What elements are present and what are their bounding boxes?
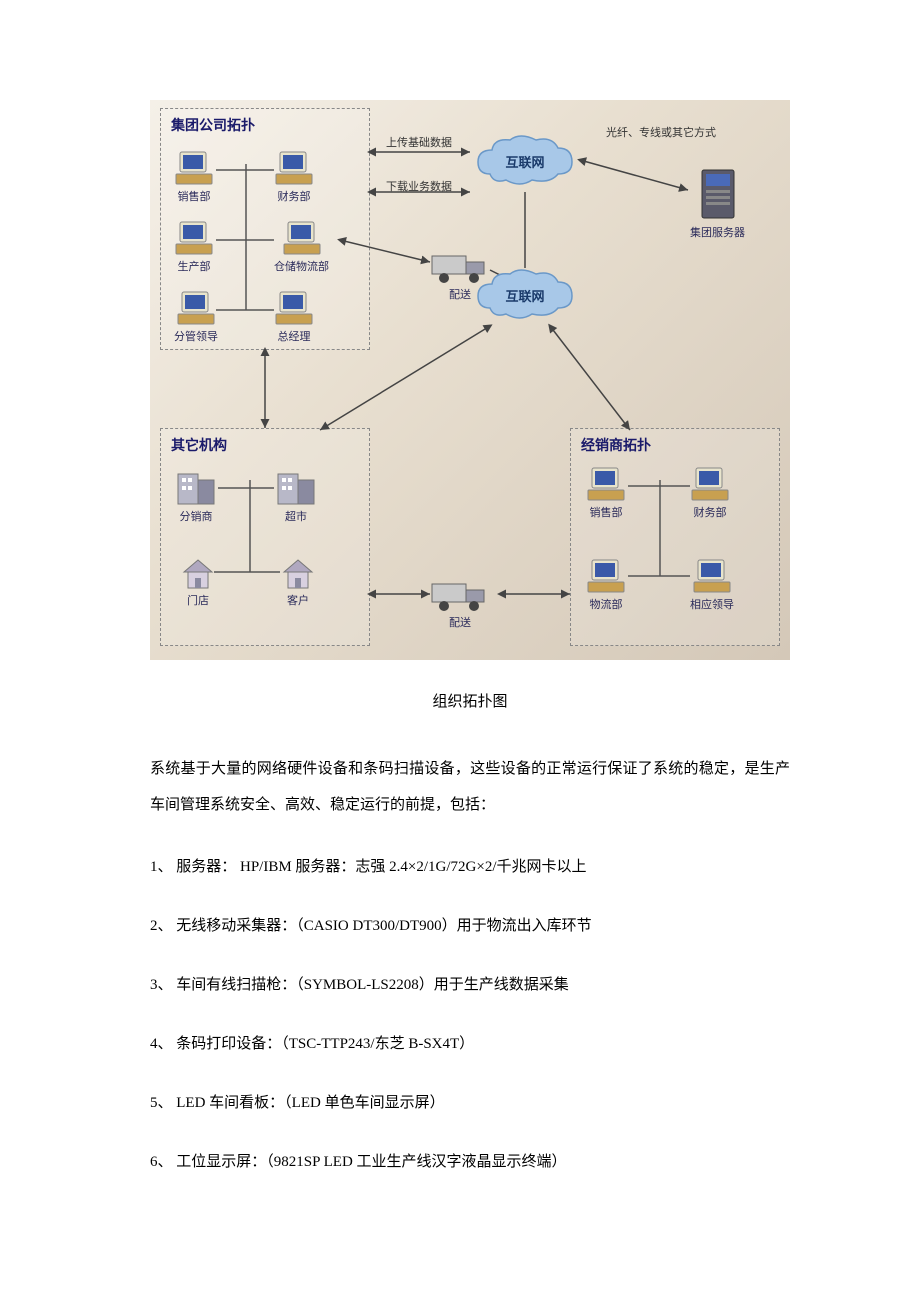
- node-label: 物流部: [586, 596, 626, 612]
- house-icon: [180, 558, 216, 590]
- house-icon: [280, 558, 316, 590]
- node-server: 集团服务器: [690, 166, 745, 240]
- computer-icon: [690, 466, 730, 502]
- computer-icon: [174, 150, 214, 186]
- node-dsales: 销售部: [586, 466, 626, 520]
- list-item-1: 1、 服务器： HP/IBM 服务器：志强 2.4×2/1G/72G×2/千兆网…: [150, 851, 790, 884]
- node-store: 门店: [180, 558, 216, 608]
- node-label: 生产部: [174, 258, 214, 274]
- cloud1-label: 互联网: [470, 152, 580, 171]
- computer-icon: [176, 290, 216, 326]
- topology-diagram: 集团公司拓扑 其它机构 经销商拓扑 上传基础数据 下载业务数据 光纤、专线或其它…: [150, 100, 790, 660]
- node-truck2: 配送: [430, 578, 490, 630]
- computer-icon: [174, 220, 214, 256]
- node-dleader: 相应领导: [690, 558, 734, 612]
- node-dlogistics: 物流部: [586, 558, 626, 612]
- node-label: 销售部: [586, 504, 626, 520]
- server-icon: [694, 166, 742, 222]
- intro-paragraph: 系统基于大量的网络硬件设备和条码扫描设备，这些设备的正常运行保证了系统的稳定，是…: [150, 751, 790, 823]
- node-leader1: 分管领导: [174, 290, 218, 344]
- upload-label: 上传基础数据: [386, 134, 452, 150]
- truck-icon: [430, 578, 490, 612]
- cloud-internet-1: 互联网: [470, 134, 580, 192]
- node-label: 客户: [280, 592, 316, 608]
- node-label: 分管领导: [174, 328, 218, 344]
- dealer-title: 经销商拓扑: [581, 435, 651, 455]
- list-item-2: 2、 无线移动采集器：（CASIO DT300/DT900）用于物流出入库环节: [150, 910, 790, 943]
- list-item-5: 5、 LED 车间看板：（LED 单色车间显示屏）: [150, 1087, 790, 1120]
- cloud2-label: 互联网: [470, 286, 580, 305]
- computer-icon: [274, 150, 314, 186]
- truck-icon: [430, 250, 490, 284]
- node-label: 门店: [180, 592, 216, 608]
- node-label: 配送: [430, 614, 490, 630]
- node-label: 财务部: [274, 188, 314, 204]
- node-label: 销售部: [174, 188, 214, 204]
- dealer-box: 经销商拓扑: [570, 428, 780, 646]
- fiber-label: 光纤、专线或其它方式: [606, 124, 716, 140]
- list-item-3: 3、 车间有线扫描枪：（SYMBOL-LS2208）用于生产线数据采集: [150, 969, 790, 1002]
- diagram-caption: 组织拓扑图: [150, 690, 790, 711]
- computer-icon: [586, 558, 626, 594]
- node-distributor: 分销商: [174, 466, 218, 524]
- node-label: 分销商: [174, 508, 218, 524]
- group-title: 集团公司拓扑: [171, 115, 255, 135]
- other-title: 其它机构: [171, 435, 227, 455]
- list-item-4: 4、 条码打印设备：（TSC-TTP243/东芝 B-SX4T）: [150, 1028, 790, 1061]
- node-finance: 财务部: [274, 150, 314, 204]
- node-production: 生产部: [174, 220, 214, 274]
- node-supermarket: 超市: [274, 466, 318, 524]
- building-icon: [174, 466, 218, 506]
- node-label: 财务部: [690, 504, 730, 520]
- node-dfinance: 财务部: [690, 466, 730, 520]
- node-label: 超市: [274, 508, 318, 524]
- node-label: 相应领导: [690, 596, 734, 612]
- computer-icon: [274, 290, 314, 326]
- download-label: 下载业务数据: [386, 178, 452, 194]
- computer-icon: [282, 220, 322, 256]
- node-label: 总经理: [274, 328, 314, 344]
- list-item-6: 6、 工位显示屏：（9821SP LED 工业生产线汉字液晶显示终端）: [150, 1146, 790, 1179]
- node-label: 集团服务器: [690, 224, 745, 240]
- node-label: 仓储物流部: [274, 258, 329, 274]
- computer-icon: [586, 466, 626, 502]
- node-gm: 总经理: [274, 290, 314, 344]
- node-customer: 客户: [280, 558, 316, 608]
- building-icon: [274, 466, 318, 506]
- other-box: 其它机构: [160, 428, 370, 646]
- computer-icon: [692, 558, 732, 594]
- node-sales: 销售部: [174, 150, 214, 204]
- node-warehouse: 仓储物流部: [274, 220, 329, 274]
